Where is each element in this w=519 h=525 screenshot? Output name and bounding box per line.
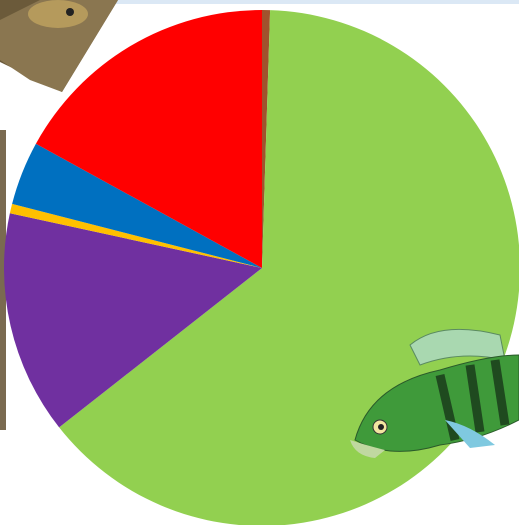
pie-slice [4, 213, 263, 428]
pie-slice [262, 10, 271, 268]
fish-pelvic-fin [445, 420, 495, 448]
fish-stripes [435, 359, 510, 442]
fish-mouth [350, 440, 385, 458]
fish-pupil [378, 424, 384, 430]
photo-fish-eye [66, 8, 74, 16]
pie-slice [9, 203, 263, 268]
pie-slice [12, 143, 262, 268]
pie [4, 10, 519, 525]
photo-strip [0, 130, 6, 430]
photo-fish [28, 0, 88, 28]
photo-detail [0, 0, 118, 92]
pie-slice [35, 10, 263, 268]
top-edge [0, 0, 519, 4]
fish-clipart [350, 328, 519, 458]
